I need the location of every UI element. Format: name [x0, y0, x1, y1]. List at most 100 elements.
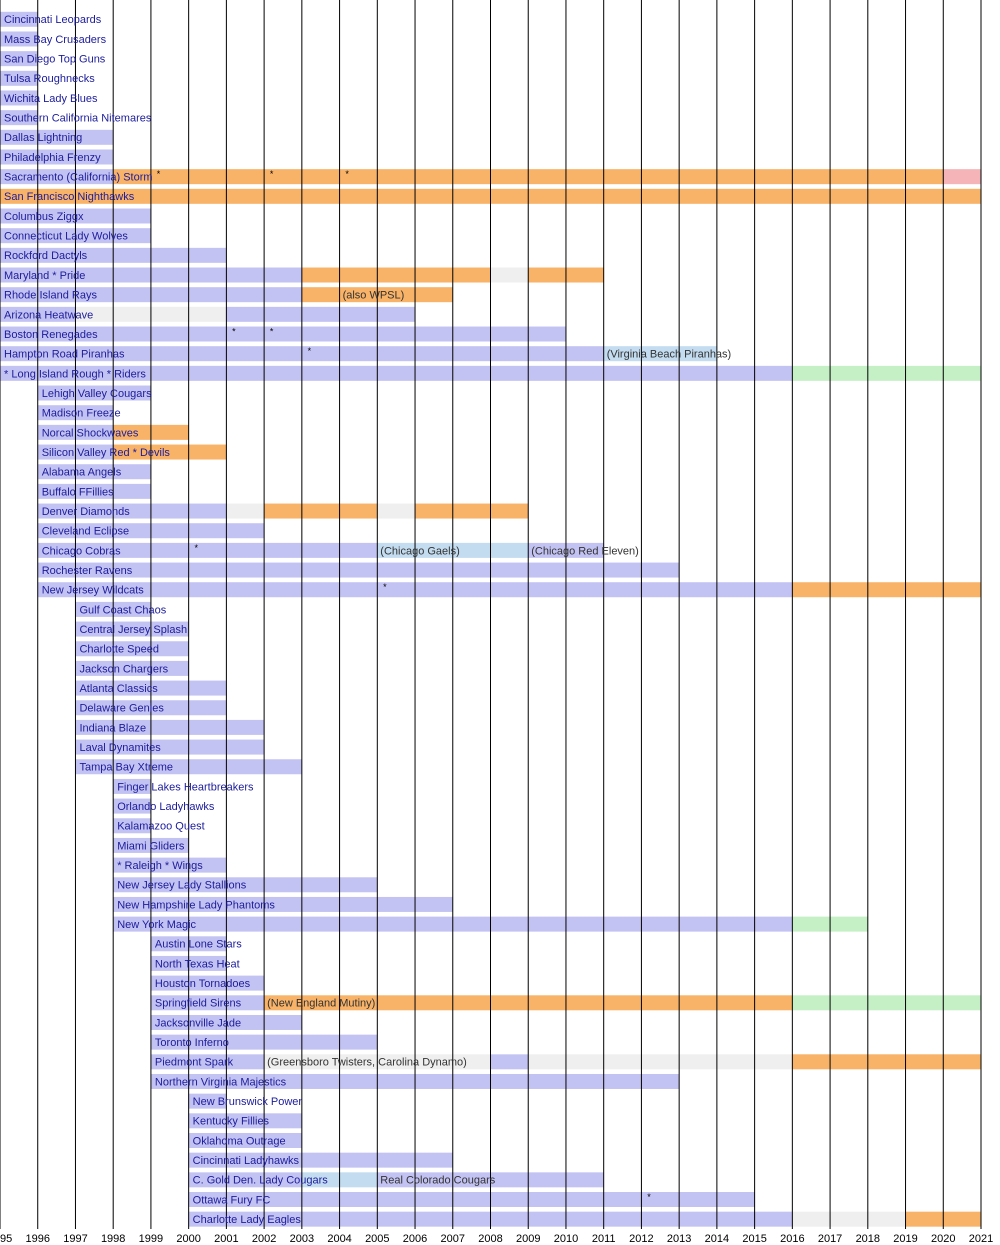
segment: [0, 149, 114, 165]
team-name: Tulsa Roughnecks: [4, 73, 95, 85]
segment: [0, 51, 38, 67]
team-name: Cincinnati Ladyhawks: [193, 1155, 300, 1167]
x-tick-label: 2006: [403, 1233, 427, 1245]
segment: [113, 444, 227, 460]
team-name: Connecticut Lady Wolves: [4, 231, 128, 243]
segment: [490, 1054, 529, 1070]
x-tick-label: 2007: [441, 1233, 465, 1245]
segment: [113, 778, 151, 794]
team-name: Laval Dynamites: [79, 742, 161, 754]
segment-label: (also WPSL): [343, 290, 405, 302]
x-tick-label: 2016: [780, 1233, 804, 1245]
x-tick-label: 2013: [667, 1233, 691, 1245]
x-tick-label: 2005: [365, 1233, 389, 1245]
segment: [0, 129, 114, 145]
team-name: Lehigh Valley Cougars: [42, 388, 152, 400]
team-name: Miami Gliders: [117, 840, 185, 852]
team-name: Toronto Inferno: [155, 1037, 229, 1049]
segment: [188, 1172, 302, 1188]
x-tick-label: 2003: [290, 1233, 314, 1245]
team-name: Mass Bay Crusaders: [4, 34, 107, 46]
team-name: Tampa Bay Xtreme: [79, 762, 173, 774]
x-tick-label: 1998: [101, 1233, 125, 1245]
x-tick-label: 1995: [0, 1233, 12, 1245]
team-name: Sacramento (California) Storm: [4, 172, 153, 184]
team-name: New Jersey Wildcats: [42, 585, 145, 597]
segment: [150, 995, 265, 1011]
x-tick-label: 2000: [176, 1233, 200, 1245]
segment: [75, 660, 189, 676]
x-tick-label: 2011: [592, 1233, 616, 1245]
segment: [113, 818, 151, 834]
team-name: Charlotte Speed: [79, 644, 159, 656]
segment: [264, 503, 378, 519]
star: *: [383, 582, 387, 592]
star: *: [308, 346, 312, 356]
x-tick-label: 2019: [893, 1233, 917, 1245]
team-name: Hampton Road Piranhas: [4, 349, 125, 361]
team-name: New Hampshire Lady Phantoms: [117, 899, 275, 911]
segment: [0, 31, 38, 47]
segment: [0, 70, 38, 86]
team-name: New Jersey Lady Stallions: [117, 880, 247, 892]
team-name: New York Magic: [117, 919, 196, 931]
segment: [226, 503, 265, 519]
team-name: * Long Island Rough * Riders: [4, 368, 146, 380]
x-tick-label: 2020: [931, 1233, 955, 1245]
team-name: Philadelphia Frenzy: [4, 152, 101, 164]
star: *: [194, 543, 198, 553]
segment: [188, 1152, 453, 1168]
team-name: Springfield Sirens: [155, 998, 242, 1010]
team-name: Kentucky Fillies: [193, 1116, 270, 1128]
team-name: San Francisco Nighthawks: [4, 191, 135, 203]
team-name: Silicon Valley Red * Devils: [42, 447, 171, 459]
team-name: Arizona Heatwave: [4, 309, 93, 321]
team-name: Charlotte Lady Eagles: [193, 1214, 302, 1226]
team-name: Dallas Lightning: [4, 132, 82, 144]
team-name: Wichita Lady Blues: [4, 93, 98, 105]
team-name: Chicago Cobras: [42, 545, 121, 557]
segment-label: (Chicago Gaels): [380, 545, 459, 557]
team-name: Delaware Genies: [79, 703, 164, 715]
team-name: Kalamazoo Quest: [117, 821, 204, 833]
x-tick-label: 2009: [516, 1233, 540, 1245]
segment: [339, 287, 453, 303]
segment-label: (Greensboro Twisters, Carolina Dynamo): [267, 1057, 467, 1069]
team-name: Buffalo FFillies: [42, 486, 114, 498]
team-name: Rhode Island Rays: [4, 290, 97, 302]
segment: [188, 1093, 227, 1109]
team-name: C. Gold Den. Lady Cougars: [193, 1175, 329, 1187]
segment-label: (Chicago Red Eleven): [531, 545, 639, 557]
segment: [603, 346, 717, 362]
team-name: Central Jersey Splash: [79, 624, 187, 636]
segment: [0, 90, 38, 106]
segment: [188, 1192, 755, 1207]
team-name: Rockford Dactyls: [4, 250, 88, 262]
segment-label: (New England Mutiny): [267, 998, 375, 1010]
team-name: Ottawa Fury FC: [193, 1194, 271, 1206]
star: *: [270, 169, 274, 179]
x-tick-label: 2015: [742, 1233, 766, 1245]
segment: [792, 995, 981, 1011]
segment: [0, 11, 38, 27]
segment: [37, 464, 151, 480]
team-name: Norcal Shockwaves: [42, 427, 139, 439]
x-tick-label: 1996: [25, 1233, 49, 1245]
team-name: Finger Lakes Heartbreakers: [117, 781, 254, 793]
segment: [792, 1211, 906, 1227]
team-name: Gulf Coast Chaos: [79, 604, 166, 616]
segment: [150, 1054, 265, 1070]
x-tick-label: 1999: [139, 1233, 163, 1245]
team-name: Cincinnati Leopards: [4, 14, 102, 26]
segment-label: (Virginia Beach Piranhas): [607, 349, 732, 361]
team-name: North Texas Heat: [155, 958, 240, 970]
grid: [0, 0, 982, 1229]
team-name: Cleveland Eclipse: [42, 526, 129, 538]
segment: [37, 542, 378, 558]
team-name: Southern California Nitemares: [4, 113, 152, 125]
team-name: Piedmont Spark: [155, 1057, 234, 1069]
segment: [113, 857, 227, 873]
team-name: Indiana Blaze: [79, 722, 146, 734]
team-name: Atlanta Classics: [79, 683, 158, 695]
